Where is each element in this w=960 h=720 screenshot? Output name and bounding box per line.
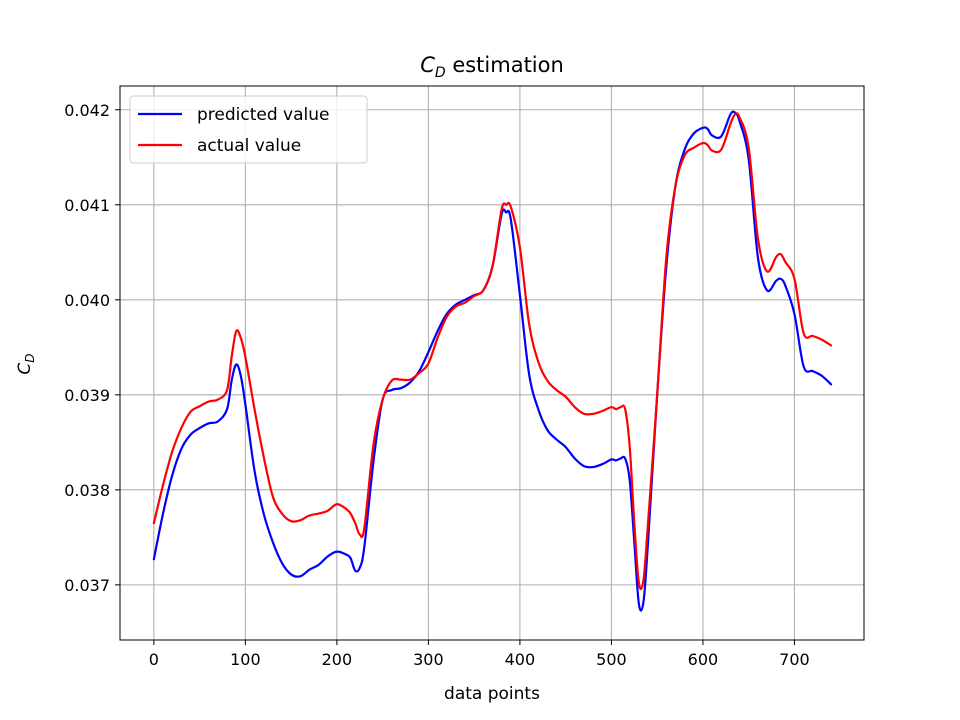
chart-title-sub: D [435,65,446,81]
chart-title-rest: estimation [446,53,564,77]
y-tick-label: 0.042 [64,101,110,120]
chart-title: CD estimation [420,53,564,81]
series-lines [152,110,833,612]
chart-title-main: C [420,53,435,77]
x-tick-label: 0 [149,650,159,669]
predicted-value-line [152,110,833,612]
plot-background [120,86,864,640]
ticks: 0 100 200 300 400 500 600 700 0.037 0.038 0.039 0.0… [64,101,810,669]
x-tick-label: 600 [688,650,719,669]
y-tick-label: 0.039 [64,386,110,405]
x-tick-label: 300 [413,650,444,669]
y-tick-label: 0.040 [64,291,110,310]
y-tick-label: 0.038 [64,481,110,500]
legend: predicted value actual value [129,95,368,164]
x-tick-label: 100 [230,650,261,669]
x-tick-label: 500 [596,650,627,669]
x-tick-label: 400 [505,650,536,669]
y-axis-label: CD [15,353,37,374]
y-tick-label: 0.037 [64,576,110,595]
grid [120,86,864,640]
x-axis-label: data points [444,684,540,704]
actual-value-line [152,112,833,590]
y-axis-label-main: C [15,363,35,375]
x-tick-label: 200 [322,650,353,669]
legend-label-predicted: predicted value [197,105,329,125]
x-tick-label: 700 [779,650,810,669]
plot-frame [119,85,865,641]
legend-box [129,95,368,164]
legend-label-actual: actual value [197,136,301,156]
y-tick-label: 0.041 [64,196,110,215]
y-axis-label-sub: D [23,353,37,362]
